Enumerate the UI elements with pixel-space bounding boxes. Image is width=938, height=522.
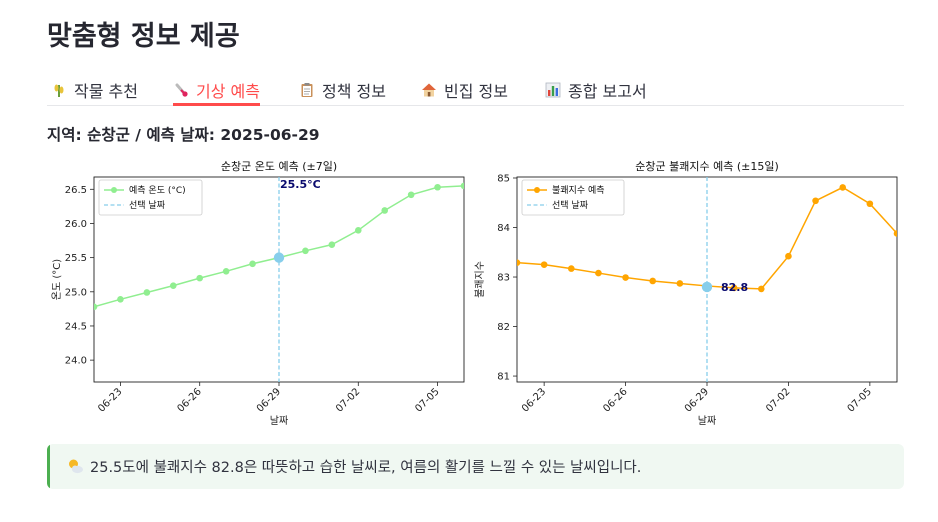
series-point	[893, 230, 897, 237]
series-point	[730, 284, 738, 292]
series-point	[407, 191, 415, 199]
alert-text: 25.5도에 불쾌지수 82.8은 따뜻하고 습한 날씨로, 여름의 활기를 느…	[90, 460, 642, 476]
series-point	[302, 247, 309, 255]
selected-value-label: 25.5°C	[280, 178, 321, 191]
legend-box	[98, 179, 203, 216]
region-date-subheader: 지역: 순창군 / 예측 날짜: 2025-06-29	[47, 126, 320, 144]
tab-label: 빈집 정보	[444, 82, 508, 101]
x-tick-label: 06-23	[520, 386, 548, 414]
series-point	[517, 259, 521, 266]
y-tick-label: 24.0	[65, 356, 87, 367]
tab-label: 기상 예측	[196, 82, 260, 101]
tab-policy-info[interactable]: 정책 정보	[299, 76, 386, 104]
y-tick-label: 82	[497, 322, 510, 333]
series-point	[196, 274, 204, 282]
tab-label: 종합 보고서	[568, 82, 647, 101]
y-axis-label: 온도 (°C)	[51, 259, 63, 300]
bar-chart-icon	[545, 82, 561, 98]
series-point	[381, 207, 389, 214]
y-axis-label: 불쾌지수	[474, 261, 486, 298]
x-axis-label: 날짜	[698, 415, 716, 427]
y-tick-label: 85	[497, 173, 510, 184]
series-point	[460, 182, 464, 190]
x-tick-label: 07-05	[846, 386, 874, 414]
y-tick-label: 83	[497, 273, 510, 284]
selected-point	[701, 281, 713, 293]
legend-box	[521, 179, 625, 216]
y-tick-label: 84	[497, 223, 510, 234]
y-tick-label: 25.0	[65, 287, 87, 298]
series-point	[328, 241, 336, 248]
series-point	[595, 269, 602, 277]
x-tick-label: 07-05	[413, 386, 441, 414]
chart-title: 순창군 온도 예측 (±7일)	[221, 159, 337, 173]
series-point	[169, 282, 177, 289]
legend-selected-label: 선택 날짜	[552, 200, 589, 211]
series-point	[434, 183, 441, 191]
tab-vacant-house-info[interactable]: 빈집 정보	[421, 76, 508, 104]
legend-series-label: 불쾌지수 예측	[552, 185, 605, 196]
series-point	[649, 277, 657, 285]
series-point	[567, 265, 575, 272]
tab-weather-forecast[interactable]: 기상 예측	[173, 76, 260, 106]
legend-series-label: 예측 온도 (°C)	[129, 185, 186, 196]
tab-crop-recommendation[interactable]: 작물 추천	[51, 76, 138, 104]
plot-area	[94, 177, 464, 382]
selected-value-label: 82.8	[721, 281, 748, 294]
series-point	[866, 200, 874, 208]
series-point	[622, 274, 629, 281]
legend-series-marker	[111, 187, 117, 193]
house-icon	[422, 83, 436, 97]
x-tick-label: 06-26	[176, 386, 204, 414]
y-tick-label: 24.5	[65, 321, 87, 332]
series-point	[839, 184, 847, 191]
alert-accent-bar	[47, 444, 50, 489]
x-tick-label: 07-02	[764, 386, 792, 414]
weather-summary-alert: 25.5도에 불쾌지수 82.8은 따뜻하고 습한 날씨로, 여름의 활기를 느…	[47, 444, 904, 489]
tab-label: 정책 정보	[322, 82, 386, 101]
y-tick-label: 81	[497, 372, 510, 383]
chart-discomfort: 순창군 불쾌지수 예측 (±15일) 81 82 83 84 85 06-23 06-26 06…	[474, 159, 898, 427]
series-point	[94, 303, 98, 311]
series-point	[222, 268, 230, 275]
legend-series-marker	[534, 187, 540, 193]
page-title: 맞춤형 정보 제공	[47, 21, 240, 52]
y-tick-label: 25.5	[65, 253, 87, 264]
chart-temperature: 순창군 온도 예측 (±7일) 24.0 24.5 25.0 25.5 26.0 26.5 0…	[51, 159, 465, 427]
plot-area	[517, 177, 897, 382]
series-point	[540, 261, 548, 268]
series-point	[812, 197, 819, 205]
thermometer-icon	[175, 83, 188, 97]
series-point	[676, 280, 684, 287]
series-point	[785, 252, 792, 260]
selected-point	[273, 252, 285, 263]
legend-selected-label: 선택 날짜	[129, 200, 166, 211]
series-point	[249, 260, 256, 268]
x-tick-label: 06-29	[255, 386, 283, 414]
tab-bar: 작물 추천 기상 예측 정책 정보 빈집 정보 종합 보고서	[47, 76, 904, 106]
x-tick-label: 06-26	[601, 386, 629, 414]
y-tick-label: 26.0	[65, 219, 87, 230]
x-axis-label: 날짜	[270, 415, 288, 427]
tab-summary-report[interactable]: 종합 보고서	[545, 76, 647, 104]
series-point	[143, 289, 151, 296]
forecast-charts: 순창군 온도 예측 (±7일) 24.0 24.5 25.0 25.5 26.0 26.5 0…	[51, 159, 898, 427]
chart-title: 순창군 불쾌지수 예측 (±15일)	[635, 159, 779, 173]
y-tick-label: 26.5	[65, 185, 87, 196]
sun-behind-cloud-icon	[69, 459, 83, 474]
clipboard-icon	[301, 83, 313, 97]
x-tick-label: 07-02	[334, 386, 362, 414]
series-point	[757, 285, 765, 293]
legend: 예측 온도 (°C) 선택 날짜	[98, 179, 203, 216]
series-point	[354, 227, 362, 234]
series-point	[117, 296, 124, 303]
x-tick-label: 06-29	[683, 386, 711, 414]
x-tick-label: 06-23	[96, 386, 124, 414]
tab-label: 작물 추천	[74, 82, 138, 101]
crop-icon	[54, 84, 64, 97]
